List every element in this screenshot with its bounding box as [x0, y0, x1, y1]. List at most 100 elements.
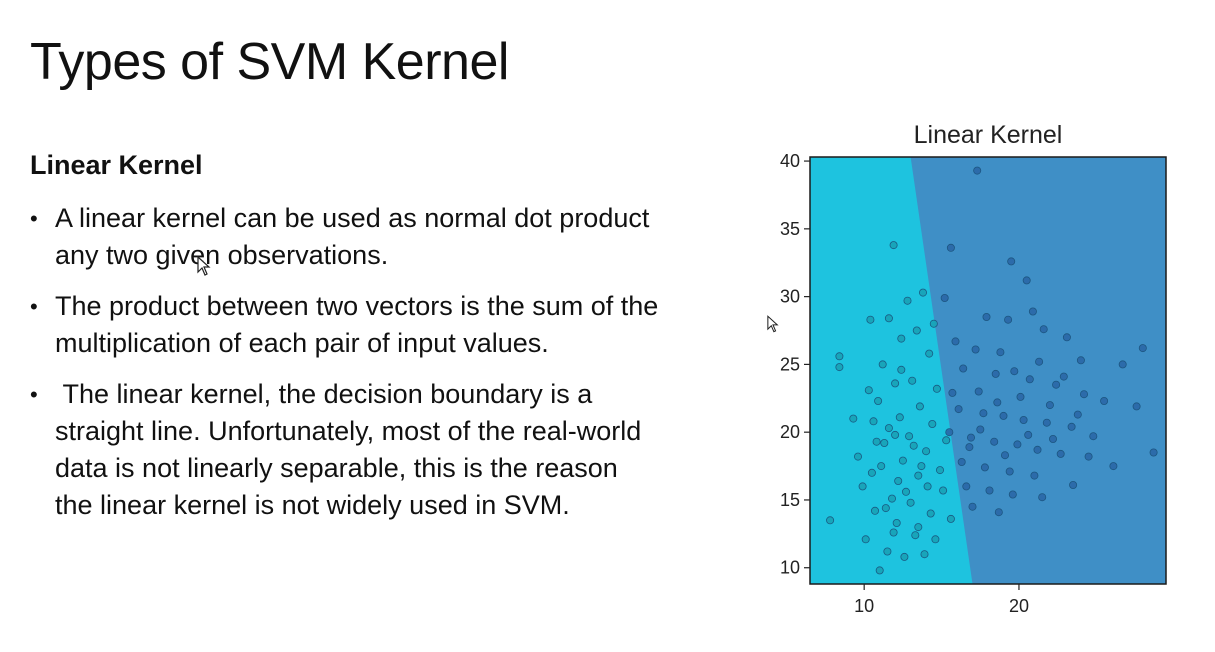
scatter-point [871, 506, 880, 515]
scatter-point [965, 443, 974, 452]
scatter-point [1013, 440, 1022, 449]
scatter-point [948, 388, 957, 397]
y-tick-label: 10 [780, 558, 800, 578]
scatter-point [880, 438, 889, 447]
scatter-point [917, 462, 926, 471]
scatter-point [1019, 415, 1028, 424]
scatter-point [923, 482, 932, 491]
scatter-point [891, 430, 900, 439]
bullet-list: • A linear kernel can be used as normal … [30, 200, 660, 538]
scatter-point [884, 314, 893, 323]
scatter-point [1132, 402, 1141, 411]
linear-kernel-chart: Linear Kernel 10 15 20 25 30 35 40 10 20 [745, 110, 1185, 630]
y-tick-label: 30 [780, 287, 800, 307]
scatter-point [999, 411, 1008, 420]
scatter-point [939, 486, 948, 495]
scatter-point [957, 457, 966, 466]
scatter-point [918, 288, 927, 297]
scatter-point [1039, 325, 1048, 334]
scatter-point [935, 466, 944, 475]
scatter-point [994, 508, 1003, 517]
scatter-point [966, 433, 975, 442]
scatter-point [1059, 372, 1068, 381]
scatter-point [976, 425, 985, 434]
scatter-point [968, 502, 977, 511]
scatter-point [1005, 467, 1014, 476]
scatter-point [889, 528, 898, 537]
scatter-point [900, 552, 909, 561]
scatter-point [1030, 471, 1039, 480]
bullet-text: The product between two vectors is the s… [55, 291, 659, 358]
scatter-point [959, 364, 968, 373]
scatter-point [1028, 307, 1037, 316]
scatter-point [1038, 493, 1047, 502]
scatter-point [887, 494, 896, 503]
scatter-point [1062, 333, 1071, 342]
scatter-point [922, 447, 931, 456]
scatter-point [929, 319, 938, 328]
scatter-point [942, 436, 951, 445]
y-tick-label: 20 [780, 422, 800, 442]
scatter-point [1004, 315, 1013, 324]
scatter-point [915, 402, 924, 411]
scatter-point [1084, 452, 1093, 461]
bullet-text: The linear kernel, the decision boundary… [55, 379, 649, 520]
scatter-point [925, 349, 934, 358]
scatter-point [894, 476, 903, 485]
bullet-text: A linear kernel can be used as normal do… [55, 203, 650, 270]
scatter-point [1008, 490, 1017, 499]
scatter-point [1069, 480, 1078, 489]
scatter-point [982, 312, 991, 321]
scatter-point [980, 463, 989, 472]
scatter-point [866, 315, 875, 324]
scatter-point [1052, 380, 1061, 389]
scatter-point [1089, 432, 1098, 441]
scatter-points [826, 166, 1158, 575]
scatter-point [835, 352, 844, 361]
scatter-point [940, 293, 949, 302]
bullet-item: • The linear kernel, the decision bounda… [30, 376, 660, 524]
y-tick-label: 40 [780, 151, 800, 171]
scatter-point [1079, 390, 1088, 399]
scatter-point [897, 365, 906, 374]
scatter-point [903, 296, 912, 305]
scatter-point [914, 523, 923, 532]
scatter-point [891, 379, 900, 388]
scatter-point [931, 535, 940, 544]
scatter-point [979, 409, 988, 418]
scatter-point [996, 348, 1005, 357]
scatter-point [1073, 410, 1082, 419]
scatter-point [1010, 367, 1019, 376]
scatter-point [1076, 356, 1085, 365]
scatter-point [1035, 357, 1044, 366]
y-tick-label: 15 [780, 490, 800, 510]
scatter-point [864, 386, 873, 395]
y-tick-label: 35 [780, 219, 800, 239]
x-tick-label: 20 [1009, 596, 1029, 616]
scatter-point [1016, 392, 1025, 401]
scatter-point [877, 462, 886, 471]
scatter-point [906, 498, 915, 507]
scatter-point [985, 486, 994, 495]
scatter-point [1000, 451, 1009, 460]
scatter-point [835, 363, 844, 372]
scatter-point [1045, 401, 1054, 410]
scatter-point [954, 405, 963, 414]
scatter-point [905, 432, 914, 441]
bullet-dot: • [30, 206, 38, 231]
chart-svg: Linear Kernel 10 15 20 25 30 35 40 10 20 [780, 121, 1167, 616]
bullet-dot: • [30, 294, 38, 319]
scatter-point [826, 516, 835, 525]
scatter-point [898, 456, 907, 465]
scatter-point [869, 417, 878, 426]
scatter-point [1109, 462, 1118, 471]
scatter-point [854, 452, 863, 461]
scatter-point [1024, 430, 1033, 439]
scatter-point [962, 482, 971, 491]
section-heading: Linear Kernel [30, 150, 203, 180]
y-tick-label: 25 [780, 354, 800, 374]
scatter-point [878, 360, 887, 369]
scatter-point [908, 376, 917, 385]
scatter-point [1007, 257, 1016, 266]
scatter-point [991, 369, 1000, 378]
